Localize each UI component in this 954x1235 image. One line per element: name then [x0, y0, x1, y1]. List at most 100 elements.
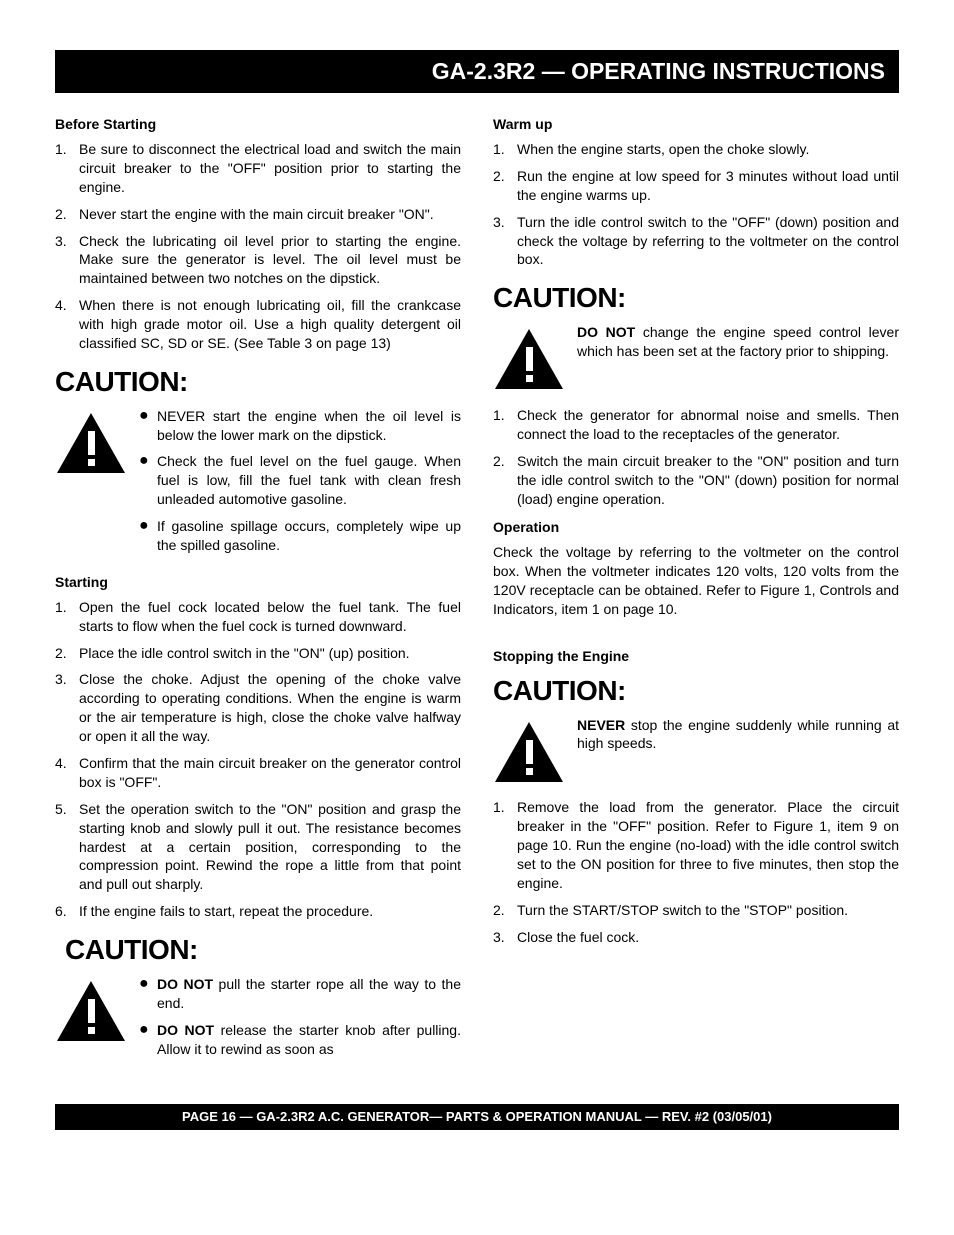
list-item: ●Check the fuel level on the fuel gauge.…: [139, 452, 461, 509]
num: 2.: [493, 167, 517, 205]
txt: Set the operation switch to the "ON" pos…: [79, 800, 461, 894]
txt: Close the choke. Adjust the opening of t…: [79, 670, 461, 746]
bold-text: DO NOT: [157, 1022, 214, 1038]
txt: If the engine fails to start, repeat the…: [79, 902, 461, 921]
txt: Turn the START/STOP switch to the "STOP"…: [517, 901, 899, 920]
bold-text: DO NOT: [157, 976, 213, 992]
list-item: 2.Place the idle control switch in the "…: [55, 644, 461, 663]
list-before-starting: 1.Be sure to disconnect the electrical l…: [55, 140, 461, 353]
caution-bullets-2: ●DO NOT pull the starter rope all the wa…: [139, 975, 461, 1059]
list-after-warm: 1.Check the generator for abnormal noise…: [493, 406, 899, 508]
list-item: 3.Close the choke. Adjust the opening of…: [55, 670, 461, 746]
caution-body: NEVER stop the engine suddenly while run…: [577, 716, 899, 754]
txt: Never start the engine with the main cir…: [79, 205, 461, 224]
page-title-bar: GA-2.3R2 — OPERATING INSTRUCTIONS: [55, 50, 899, 93]
heading-starting: Starting: [55, 573, 461, 592]
txt: Check the lubricating oil level prior to…: [79, 232, 461, 289]
list-item: 1.When the engine starts, open the choke…: [493, 140, 899, 159]
rest-text: stop the engine suddenly while running a…: [577, 717, 899, 752]
list-item: ●NEVER start the engine when the oil lev…: [139, 407, 461, 445]
heading-operation: Operation: [493, 518, 899, 537]
txt: Open the fuel cock located below the fue…: [79, 598, 461, 636]
list-item: 1.Check the generator for abnormal noise…: [493, 406, 899, 444]
txt: Remove the load from the generator. Plac…: [517, 798, 899, 892]
txt: If gasoline spillage occurs, completely …: [157, 517, 461, 555]
right-column: Warm up 1.When the engine starts, open t…: [493, 111, 899, 1076]
num: 1.: [55, 140, 79, 197]
caution-body: ●NEVER start the engine when the oil lev…: [139, 407, 461, 563]
operation-paragraph: Check the voltage by referring to the vo…: [493, 543, 899, 619]
list-item: 1.Remove the load from the generator. Pl…: [493, 798, 899, 892]
caution-body: DO NOT change the engine speed control l…: [577, 323, 899, 361]
num: 2.: [493, 452, 517, 509]
caution-heading-3: CAUTION:: [493, 279, 899, 317]
txt: When there is not enough lubricating oil…: [79, 296, 461, 353]
bold-text: NEVER: [577, 717, 625, 733]
list-item: 1.Be sure to disconnect the electrical l…: [55, 140, 461, 197]
heading-stopping: Stopping the Engine: [493, 647, 899, 666]
list-item: 2.Never start the engine with the main c…: [55, 205, 461, 224]
caution-heading-1: CAUTION:: [55, 363, 461, 401]
caution-body: ●DO NOT pull the starter rope all the wa…: [139, 975, 461, 1067]
page-title: GA-2.3R2 — OPERATING INSTRUCTIONS: [432, 58, 885, 84]
num: 3.: [493, 213, 517, 270]
list-item: 2.Run the engine at low speed for 3 minu…: [493, 167, 899, 205]
txt: DO NOT pull the starter rope all the way…: [157, 975, 461, 1013]
list-item: 2.Switch the main circuit breaker to the…: [493, 452, 899, 509]
heading-warm-up: Warm up: [493, 115, 899, 134]
list-starting: 1.Open the fuel cock located below the f…: [55, 598, 461, 921]
txt: DO NOT release the starter knob after pu…: [157, 1021, 461, 1059]
list-item: ●DO NOT release the starter knob after p…: [139, 1021, 461, 1059]
caution-bullets-1: ●NEVER start the engine when the oil lev…: [139, 407, 461, 555]
list-item: 4.Confirm that the main circuit breaker …: [55, 754, 461, 792]
bullet-icon: ●: [139, 975, 157, 1013]
num: 4.: [55, 296, 79, 353]
caution-block-1: ●NEVER start the engine when the oil lev…: [55, 407, 461, 563]
warning-icon: [55, 411, 127, 480]
num: 2.: [55, 205, 79, 224]
list-item: 3.Check the lubricating oil level prior …: [55, 232, 461, 289]
caution-block-4: NEVER stop the engine suddenly while run…: [493, 716, 899, 789]
caution-heading-2: CAUTION:: [65, 931, 461, 969]
caution-heading-4: CAUTION:: [493, 672, 899, 710]
bullet-icon: ●: [139, 517, 157, 555]
num: 3.: [493, 928, 517, 947]
num: 1.: [493, 140, 517, 159]
txt: Check the fuel level on the fuel gauge. …: [157, 452, 461, 509]
num: 2.: [493, 901, 517, 920]
caution-block-2: ●DO NOT pull the starter rope all the wa…: [55, 975, 461, 1067]
num: 1.: [493, 798, 517, 892]
txt: Close the fuel cock.: [517, 928, 899, 947]
list-item: 2.Turn the START/STOP switch to the "STO…: [493, 901, 899, 920]
bullet-icon: ●: [139, 1021, 157, 1059]
num: 3.: [55, 670, 79, 746]
bullet-icon: ●: [139, 452, 157, 509]
list-item: 4.When there is not enough lubricating o…: [55, 296, 461, 353]
footer-bar: PAGE 16 — GA-2.3R2 A.C. GENERATOR— PARTS…: [55, 1104, 899, 1130]
list-item: 1.Open the fuel cock located below the f…: [55, 598, 461, 636]
num: 4.: [55, 754, 79, 792]
num: 3.: [55, 232, 79, 289]
bold-text: DO NOT: [577, 324, 635, 340]
bullet-icon: ●: [139, 407, 157, 445]
warning-icon: [493, 327, 565, 396]
num: 5.: [55, 800, 79, 894]
num: 6.: [55, 902, 79, 921]
left-column: Before Starting 1.Be sure to disconnect …: [55, 111, 461, 1076]
txt: Confirm that the main circuit breaker on…: [79, 754, 461, 792]
list-item: 6.If the engine fails to start, repeat t…: [55, 902, 461, 921]
num: 1.: [55, 598, 79, 636]
list-item: ●DO NOT pull the starter rope all the wa…: [139, 975, 461, 1013]
heading-before-starting: Before Starting: [55, 115, 461, 134]
list-warm-up: 1.When the engine starts, open the choke…: [493, 140, 899, 269]
txt: Turn the idle control switch to the "OFF…: [517, 213, 899, 270]
footer-text: PAGE 16 — GA-2.3R2 A.C. GENERATOR— PARTS…: [182, 1109, 772, 1124]
list-item: ●If gasoline spillage occurs, completely…: [139, 517, 461, 555]
num: 2.: [55, 644, 79, 663]
list-item: 5.Set the operation switch to the "ON" p…: [55, 800, 461, 894]
txt: Run the engine at low speed for 3 minute…: [517, 167, 899, 205]
caution-block-3: DO NOT change the engine speed control l…: [493, 323, 899, 396]
txt: NEVER start the engine when the oil leve…: [157, 407, 461, 445]
txt: Be sure to disconnect the electrical loa…: [79, 140, 461, 197]
warning-icon: [493, 720, 565, 789]
